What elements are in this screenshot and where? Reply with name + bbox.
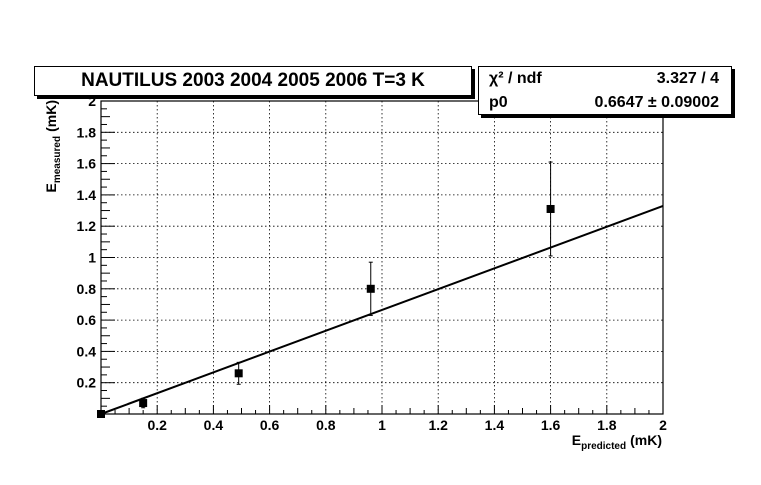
y-tick-label-7: 1.6 [77,156,97,172]
data-point-2 [234,369,243,378]
y-tick-label-9: 2 [88,93,96,109]
x-tick-label-9: 2 [659,417,667,433]
grid [101,101,663,414]
p0-label: p0 [489,94,508,111]
chart-title-text: NAUTILUS 2003 2004 2005 2006 T=3 K [81,70,425,91]
x-tick-label-7: 1.6 [541,417,561,433]
x-tick-label-0: 0.2 [147,417,167,433]
x-tick-label-1: 0.4 [204,417,224,433]
x-tick-label-4: 1 [378,417,386,433]
chi2-label: χ² / ndf [489,70,542,87]
stats-row-p0: p0 0.6647 ± 0.09002 [479,91,731,115]
x-axis-label-unit: (mK) [630,432,662,448]
y-tick-label-2: 0.6 [77,312,97,328]
p0-value: 0.6647 ± 0.09002 [594,94,719,111]
y-axis-label-sub: measured [52,136,63,183]
y-tick-label-4: 1 [88,250,96,266]
fit-stats-box: χ² / ndf 3.327 / 4 p0 0.6647 ± 0.09002 [478,66,732,115]
x-axis-label-sub: predicted [581,441,626,452]
y-axis-label: Emeasured (mK) [43,100,63,192]
chi2-value: 3.327 / 4 [656,70,719,87]
stats-row-chi2: χ² / ndf 3.327 / 4 [479,67,731,91]
axis-ticks: 0.2 0.4 0.6 0.8 1 1.2 1.4 1.6 1.8 2 0.2 0.4 0.6 0.8 1 1… [77,93,668,433]
x-tick-label-6: 1.4 [485,417,505,433]
x-tick-label-2: 0.6 [260,417,280,433]
data-point-4 [546,204,555,213]
y-tick-label-1: 0.4 [77,343,97,359]
y-tick-label-0: 0.2 [77,375,97,391]
y-tick-label-6: 1.4 [77,187,97,203]
x-tick-label-5: 1.2 [428,417,448,433]
x-tick-label-8: 1.8 [597,417,617,433]
y-tick-label-3: 0.8 [77,281,97,297]
y-axis-label-unit: (mK) [43,100,59,132]
data-point-1 [139,399,148,408]
data-point-3 [366,284,375,293]
chart-title: NAUTILUS 2003 2004 2005 2006 T=3 K [34,66,472,96]
x-axis-label-main: E [572,432,581,448]
y-tick-label-5: 1.2 [77,218,97,234]
x-axis-label: Epredicted (mK) [572,432,662,452]
y-axis-label-main: E [43,183,59,192]
fit-line [100,205,664,415]
x-tick-label-3: 0.8 [316,417,336,433]
y-tick-label-8: 1.8 [77,124,97,140]
